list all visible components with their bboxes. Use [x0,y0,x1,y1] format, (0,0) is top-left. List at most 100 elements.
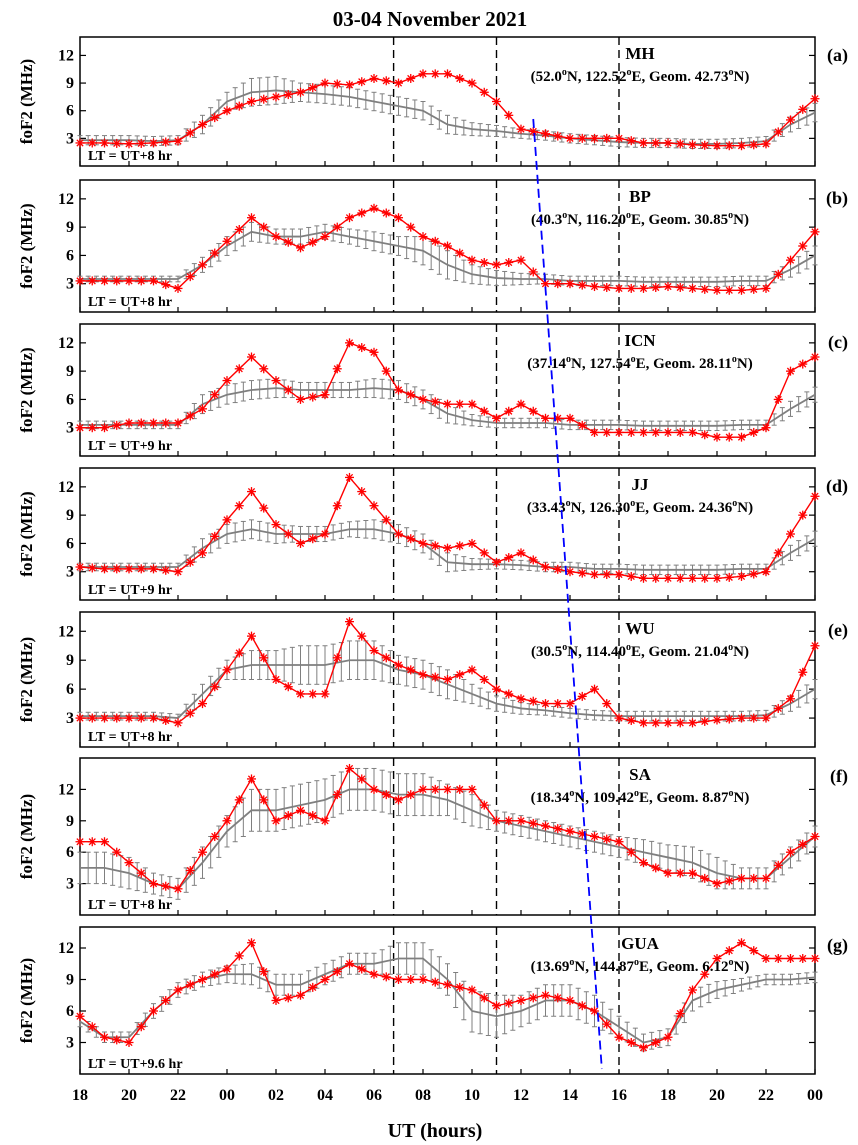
star-stroke [737,433,746,441]
star-marker [222,376,232,386]
star-stroke [382,973,390,981]
star-stroke [786,256,795,264]
star-marker [210,248,220,258]
star-stroke [639,859,648,867]
star-marker [320,689,330,699]
star-marker [394,795,403,805]
star-marker [222,816,232,826]
star-stroke [762,874,770,882]
star-stroke [345,81,354,89]
star-marker [149,713,158,723]
star-marker [773,703,783,713]
star-stroke [100,714,109,722]
star-marker [602,282,612,292]
star-stroke [247,487,256,496]
star-marker [161,418,171,428]
star-marker [626,1038,636,1047]
star-stroke [223,237,231,245]
star-stroke [750,285,758,293]
star-stroke [627,1038,635,1047]
star-stroke [468,986,476,994]
star-stroke [113,848,121,856]
star-marker [198,260,207,270]
star-marker [100,564,109,574]
star-stroke [480,88,488,96]
star-stroke [333,968,341,976]
local-time-note: LT = UT+8 hr [88,730,172,745]
star-stroke [664,1033,672,1041]
star-marker [100,138,109,148]
star-marker [541,129,550,139]
star-marker [161,715,171,725]
coordinate-text: (30.5 [531,644,562,660]
star-stroke [419,539,427,548]
star-stroke [382,654,390,662]
star-stroke [235,796,243,804]
star-marker [75,1011,85,1021]
trend-line [532,118,603,1070]
star-marker [394,660,403,670]
star-stroke [186,558,194,566]
star-marker [663,718,673,728]
star-stroke [370,970,378,978]
star-marker [112,276,122,286]
star-stroke [76,1012,84,1020]
x-tick-label: 02 [268,1087,284,1104]
star-stroke [284,386,292,394]
star-stroke [750,570,758,578]
star-stroke [198,549,207,557]
star-marker [577,568,587,578]
degree-superscript: o [562,642,567,653]
star-marker [749,427,759,437]
star-stroke [88,277,96,285]
degree-superscript: o [728,642,733,653]
star-stroke [321,79,329,87]
star-marker [590,570,599,580]
star-stroke [627,428,635,437]
star-marker [161,565,171,575]
observed-markers [75,617,820,728]
star-marker [296,689,305,699]
star-marker [798,104,808,114]
star-stroke [76,277,84,285]
coordinate-text: N) [734,959,750,975]
degree-superscript: o [631,354,636,365]
x-axis-label: UT (hours) [388,1120,483,1142]
star-marker [651,718,661,728]
star-marker [308,534,318,544]
star-stroke [566,827,574,835]
star-stroke [554,280,562,288]
star-stroke [652,864,660,872]
star-marker [810,491,820,501]
star-marker [773,954,783,963]
star-marker [614,1032,624,1042]
star-stroke [627,572,635,581]
star-stroke [468,785,476,794]
star-stroke [676,869,684,877]
star-marker [455,248,465,258]
star-stroke [272,520,280,529]
star-marker [87,563,97,573]
star-marker [516,816,526,826]
star-marker [749,284,759,294]
star-stroke [419,785,427,794]
star-marker [124,564,134,574]
star-marker [75,837,85,847]
star-stroke [260,504,268,512]
star-marker [149,276,158,286]
star-stroke [186,866,194,875]
degree-superscript: o [626,210,631,221]
star-stroke [541,414,550,422]
star-stroke [725,286,733,294]
star-stroke [456,983,464,991]
star-stroke [333,365,341,373]
star-marker [259,653,269,663]
star-marker [737,938,746,948]
star-stroke [407,223,415,231]
star-marker [675,139,685,149]
star-marker [124,276,134,286]
star-marker [161,137,171,147]
coordinate-text: N, 127.54 [571,356,631,372]
star-stroke [223,107,231,115]
star-stroke [701,874,709,882]
